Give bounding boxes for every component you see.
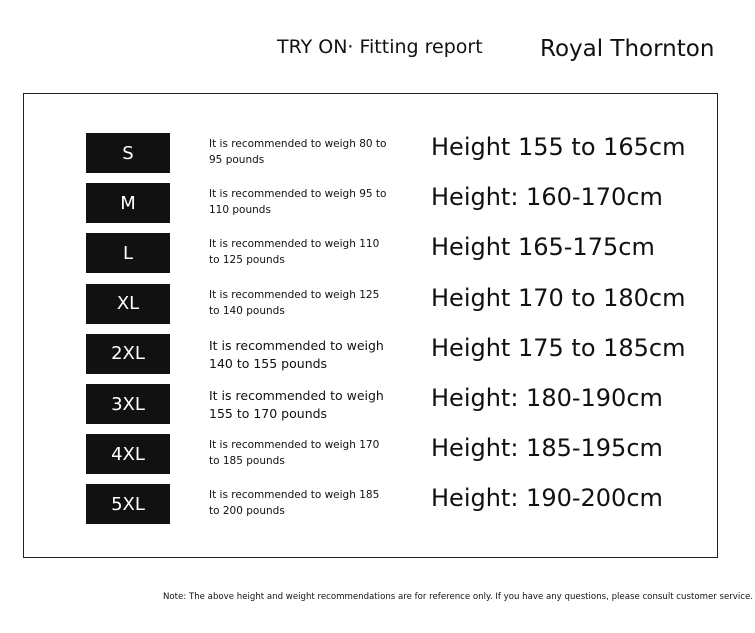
weight-range: It is recommended to weigh 140 to 155 po…: [209, 337, 384, 371]
weight-range: It is recommended to weigh 185 to 200 po…: [209, 489, 380, 518]
height-range: Height: 185-195cm: [431, 434, 663, 463]
height-range: Height 155 to 165cm: [431, 133, 686, 161]
weight-range: It is recommended to weigh 155 to 170 po…: [209, 388, 384, 421]
height-range: Height: 190-200cm: [431, 484, 663, 513]
size-label: 3XL: [86, 384, 170, 424]
weight-range: It is recommended to weigh 80 to 95 poun…: [209, 138, 387, 166]
size-label: S: [86, 133, 170, 173]
height-range: Height 170 to 180cm: [431, 283, 686, 312]
height-range: Height 175 to 185cm: [431, 333, 686, 362]
title: TRY ON· Fitting report: [277, 36, 483, 58]
size-table: [23, 93, 718, 558]
size-label: L: [86, 233, 170, 274]
weight-range: It is recommended to weigh 125 to 140 po…: [209, 288, 380, 317]
brand: Royal Thornton: [540, 36, 715, 62]
height-range: Height 165-175cm: [431, 233, 655, 262]
weight-range: It is recommended to weigh 110 to 125 po…: [209, 238, 380, 267]
height-range: Height: 160-170cm: [431, 183, 663, 212]
size-label: 5XL: [86, 484, 170, 525]
size-label: M: [86, 183, 170, 224]
size-label: XL: [86, 283, 170, 324]
weight-range: It is recommended to weigh 170 to 185 po…: [209, 439, 380, 468]
note: Note: The above height and weight recomm…: [163, 592, 754, 602]
weight-range: It is recommended to weigh 95 to 110 pou…: [209, 188, 387, 217]
size-label: 2XL: [86, 333, 170, 374]
size-label: 4XL: [86, 434, 170, 475]
height-range: Height: 180-190cm: [431, 384, 663, 412]
